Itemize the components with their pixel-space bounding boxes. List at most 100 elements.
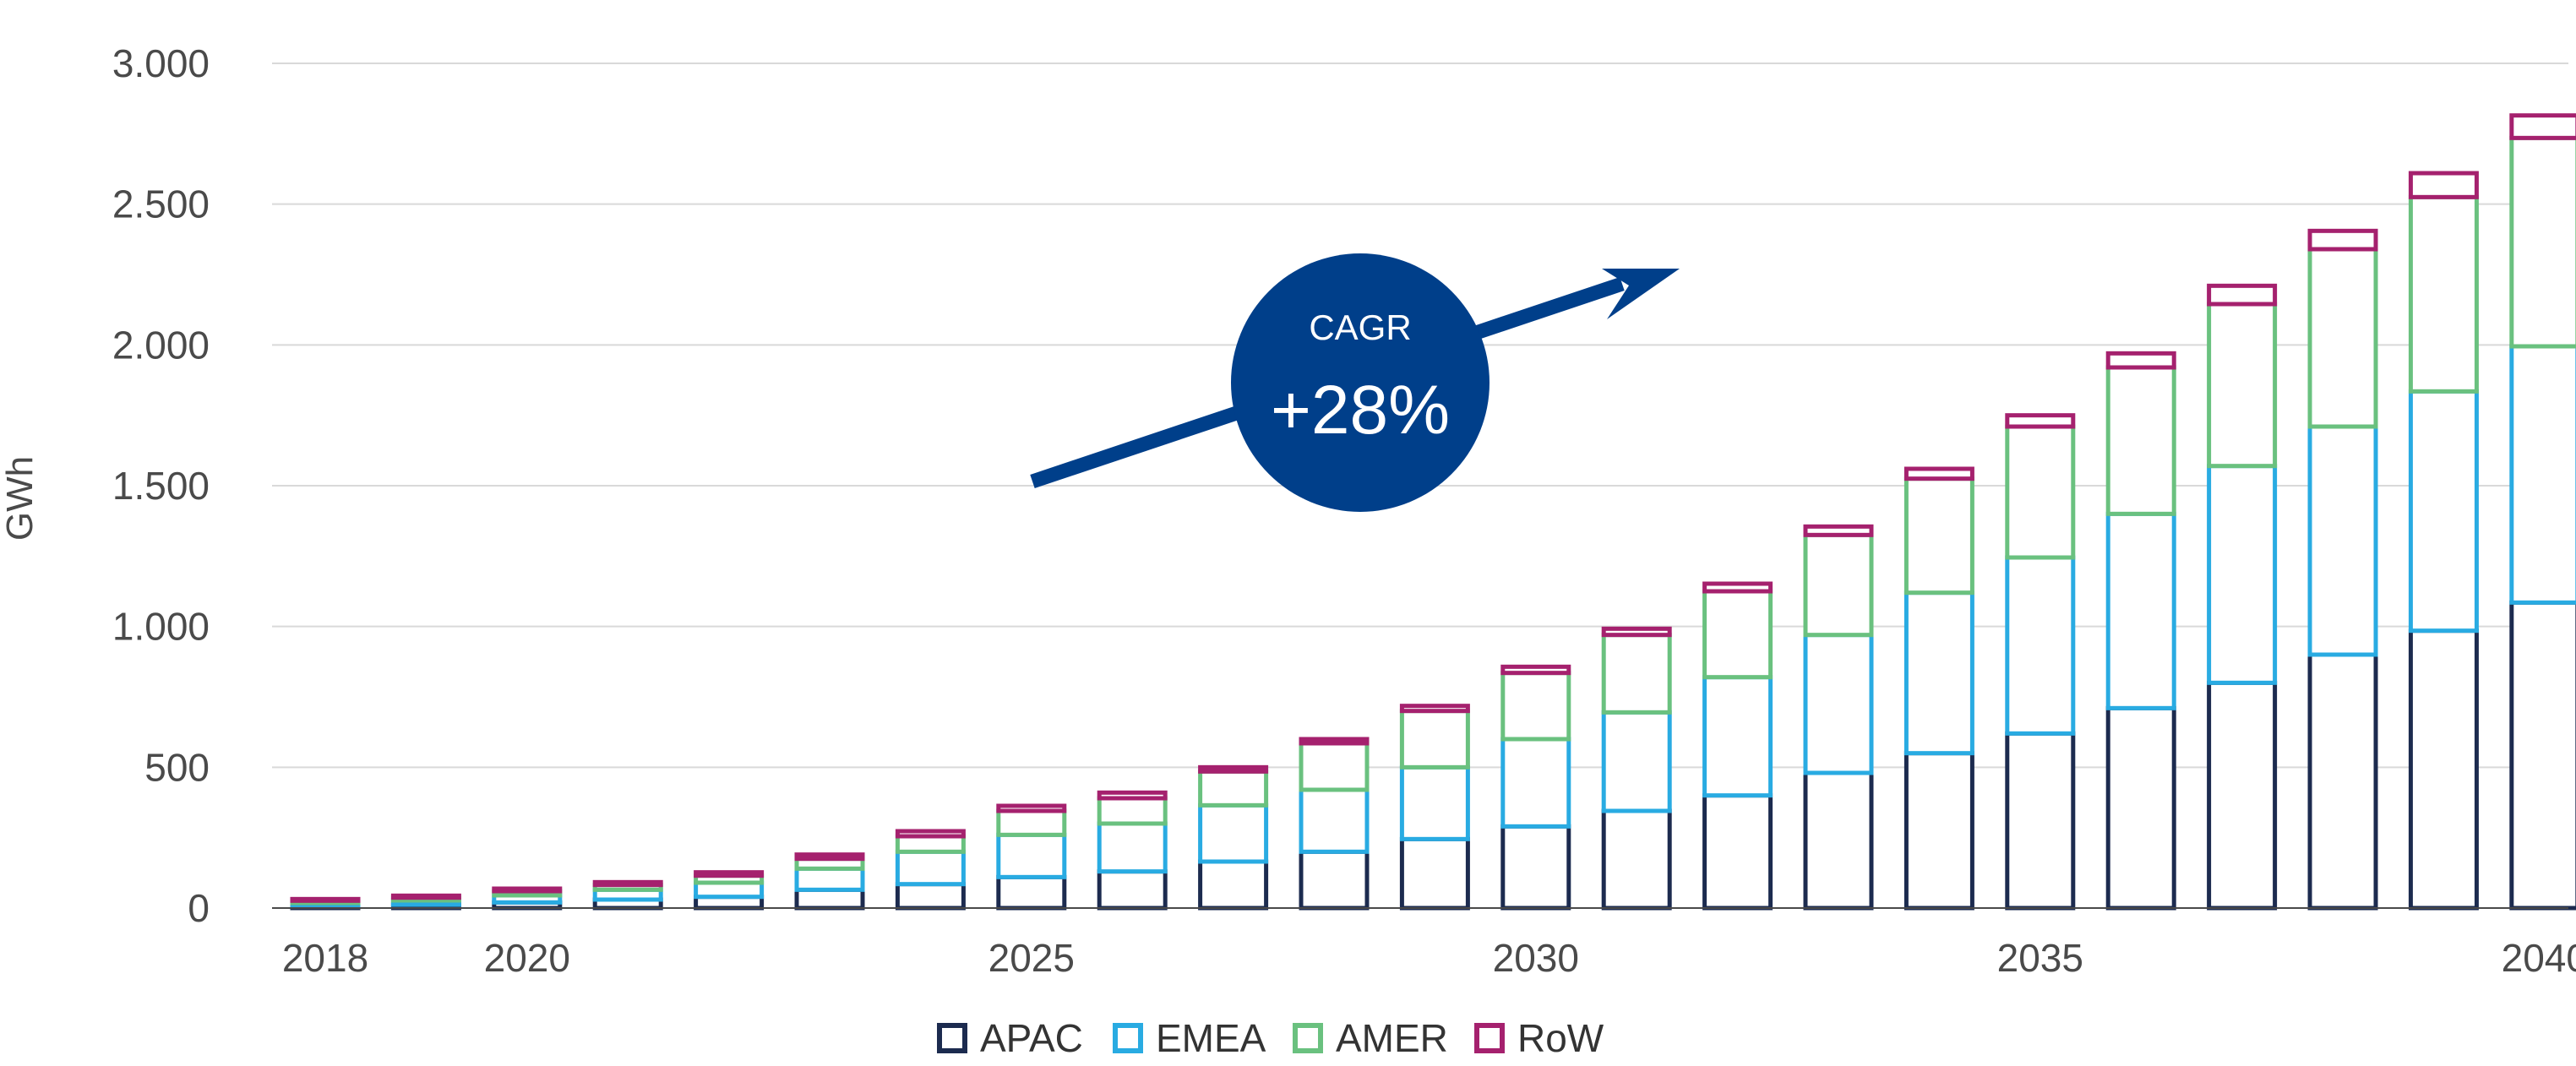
bar-row-2021: [592, 879, 663, 888]
y-tick-label: 1.500: [112, 464, 210, 508]
bar-emea-2030: [1500, 737, 1571, 829]
bar-emea-2026: [1097, 821, 1168, 874]
y-tick-label: 2.000: [112, 323, 210, 367]
bar-row-2031: [1601, 626, 1672, 638]
bar-row-2035: [2005, 413, 2076, 429]
bar-group-2034: [1903, 466, 1974, 911]
bar-emea-2031: [1601, 710, 1672, 813]
bar-emea-2038: [2307, 424, 2378, 657]
bar-emea-2032: [1702, 675, 1773, 798]
y-axis-label: GWh: [0, 456, 41, 541]
bar-group-2031: [1601, 626, 1672, 911]
bar-row-2039: [2408, 171, 2479, 199]
bar-group-2036: [2105, 351, 2176, 911]
x-tick-label: 2020: [484, 936, 570, 980]
legend-swatch: [1113, 1023, 1143, 1053]
bar-apac-2030: [1500, 824, 1571, 911]
x-tick-label: 2040: [2502, 936, 2576, 980]
bar-row-2019: [390, 893, 461, 900]
bar-emea-2023: [794, 866, 865, 892]
bar-row-2032: [1702, 581, 1773, 594]
legend-item-row: RoW: [1474, 1016, 1604, 1060]
bar-group-2021: [592, 879, 663, 911]
bar-apac-2035: [2005, 731, 2076, 911]
bar-group-2032: [1702, 581, 1773, 911]
y-tick-label: 1.000: [112, 605, 210, 649]
bar-apac-2031: [1601, 808, 1672, 911]
legend: APAC EMEA AMER RoW: [937, 1016, 1604, 1060]
bar-amer-2028: [1299, 741, 1370, 792]
bar-apac-2028: [1299, 849, 1370, 911]
legend-label: EMEA: [1156, 1016, 1266, 1060]
y-tick-label: 2.500: [112, 182, 210, 226]
bar-row-2033: [1803, 524, 1874, 537]
bar-apac-2024: [895, 882, 966, 911]
bar-group-2025: [996, 803, 1067, 911]
bar-amer-2026: [1097, 796, 1168, 826]
bar-group-2037: [2207, 283, 2278, 911]
bar-row-2022: [694, 870, 765, 878]
legend-label: AMER: [1336, 1016, 1448, 1060]
bar-amer-2029: [1399, 709, 1470, 770]
bar-apac-2040: [2509, 600, 2576, 911]
y-tick-label: 0: [188, 886, 210, 930]
cagr-annotation: CAGR +28%: [1030, 253, 1680, 512]
bar-group-2022: [694, 870, 765, 911]
bar-emea-2035: [2005, 555, 2076, 736]
bar-group-2039: [2408, 171, 2479, 911]
y-axis-ticks: 0 500 1.000 1.500 2.000 2.500 3.000: [112, 41, 210, 930]
legend-swatch: [937, 1023, 967, 1053]
bar-group-2026: [1097, 790, 1168, 911]
bars: [290, 113, 2576, 911]
bar-group-2020: [492, 886, 563, 911]
x-tick-label: 2018: [282, 936, 368, 980]
cagr-badge: [1231, 253, 1490, 512]
bar-amer-2038: [2307, 247, 2378, 429]
bar-row-2029: [1399, 704, 1470, 714]
bar-group-2033: [1803, 524, 1874, 911]
bar-group-2035: [2005, 413, 2076, 911]
legend-swatch: [1474, 1023, 1505, 1053]
bar-amer-2032: [1702, 589, 1773, 680]
bar-emea-2028: [1299, 787, 1370, 854]
bar-group-2018: [290, 896, 361, 911]
bar-amer-2030: [1500, 671, 1571, 742]
bar-emea-2039: [2408, 389, 2479, 634]
bar-emea-2027: [1198, 802, 1269, 864]
bar-group-2040: [2509, 113, 2576, 911]
bar-group-2023: [794, 852, 865, 911]
x-tick-label: 2025: [988, 936, 1075, 980]
bar-row-2036: [2105, 351, 2176, 370]
bar-apac-2039: [2408, 628, 2479, 911]
bar-emea-2029: [1399, 764, 1470, 841]
bar-row-2028: [1299, 737, 1370, 746]
bar-row-2024: [895, 829, 966, 839]
bar-row-2040: [2509, 113, 2576, 140]
bar-amer-2036: [2105, 365, 2176, 516]
y-tick-label: 500: [144, 745, 210, 789]
x-tick-label: 2030: [1493, 936, 1579, 980]
bar-apac-2033: [1803, 770, 1874, 911]
bar-apac-2029: [1399, 836, 1470, 911]
bar-group-2019: [390, 893, 461, 911]
bar-group-2038: [2307, 228, 2378, 911]
bar-row-2037: [2207, 283, 2278, 307]
bar-group-2027: [1198, 764, 1269, 911]
bar-apac-2037: [2207, 680, 2278, 911]
bar-amer-2033: [1803, 532, 1874, 638]
bar-amer-2027: [1198, 769, 1269, 808]
bar-emea-2033: [1803, 633, 1874, 775]
bar-emea-2036: [2105, 511, 2176, 710]
bar-row-2018: [290, 896, 361, 903]
y-tick-label: 3.000: [112, 41, 210, 85]
cagr-value: +28%: [1271, 372, 1450, 449]
bar-apac-2038: [2307, 652, 2378, 911]
bar-group-2030: [1500, 664, 1571, 911]
bar-row-2023: [794, 852, 865, 862]
bar-apac-2025: [996, 874, 1067, 911]
bar-row-2025: [996, 803, 1067, 813]
legend-label: APAC: [980, 1016, 1083, 1060]
bar-amer-2024: [895, 834, 966, 854]
bar-amer-2040: [2509, 135, 2576, 349]
